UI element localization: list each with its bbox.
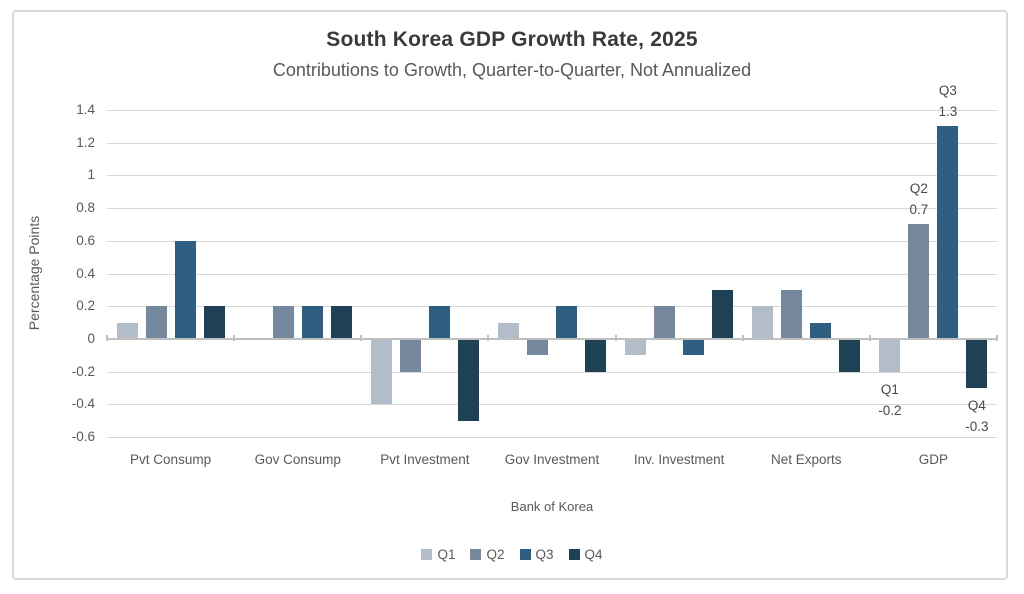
gridline xyxy=(107,110,997,111)
y-tick-label: 1 xyxy=(87,167,95,183)
legend-item-q1: Q1 xyxy=(421,547,455,562)
gridline xyxy=(107,175,997,177)
category-label: Pvt Investment xyxy=(380,452,470,467)
legend-swatch-q4-icon xyxy=(568,549,580,560)
gridline xyxy=(107,306,997,308)
bar-q4-2 xyxy=(457,338,479,421)
x-axis-tick xyxy=(996,334,998,341)
plot-area: Q1 -0.2 Q2 0.7 Q3 1.3 Q4 -0.3 xyxy=(106,83,998,438)
bar-q3-2 xyxy=(428,306,450,339)
gridline xyxy=(107,240,997,242)
x-axis-tick xyxy=(868,334,871,341)
gridline xyxy=(107,208,997,210)
bar-q4-5 xyxy=(839,338,861,372)
bar-q2-2 xyxy=(399,338,421,372)
bar-q4-1 xyxy=(330,306,352,339)
gridline xyxy=(107,142,997,144)
legend-swatch-q1-icon xyxy=(421,549,433,560)
x-axis-line xyxy=(107,337,997,340)
category-label: Pvt Consump xyxy=(130,452,212,467)
chart-subtitle: Contributions to Growth, Quarter-to-Quar… xyxy=(272,60,752,80)
data-label-q2: Q2 0.7 xyxy=(909,181,929,218)
legend: Q1 Q2 Q3 Q4 xyxy=(0,547,1024,562)
x-axis-title: Bank of Korea xyxy=(510,499,594,514)
category-label: GDP xyxy=(918,452,949,467)
bar-q2-0 xyxy=(145,306,167,339)
x-axis-tick xyxy=(233,334,236,341)
data-label-q1: Q1 -0.2 xyxy=(878,381,902,418)
category-label: Inv. Investment xyxy=(633,452,725,467)
bar-q2-3 xyxy=(527,338,548,356)
y-tick-label: 1.2 xyxy=(76,134,95,150)
chart-title: South Korea GDP Growth Rate, 2025 xyxy=(326,28,698,51)
y-tick-label: 0.4 xyxy=(76,265,95,281)
bar-q3-1 xyxy=(301,306,323,339)
bar-q1-2 xyxy=(370,338,392,405)
x-axis-tick xyxy=(614,334,617,341)
legend-item-q2: Q2 xyxy=(470,547,505,562)
bar-q2-4 xyxy=(654,306,676,339)
legend-label: Q3 xyxy=(535,547,554,562)
category-label: Gov Investment xyxy=(504,452,600,467)
bar-q3-5 xyxy=(810,322,832,339)
bar-q2-6 xyxy=(908,224,930,339)
x-axis-tick xyxy=(741,334,744,341)
bar-q3-6 xyxy=(937,126,959,339)
bar-q3-0 xyxy=(174,240,196,339)
y-tick-label: -0.6 xyxy=(71,429,95,444)
legend-swatch-q3-icon xyxy=(519,549,531,560)
gridline xyxy=(107,404,997,406)
bar-q3-3 xyxy=(556,306,577,339)
bar-q3-4 xyxy=(683,338,705,356)
y-tick-label: 0.2 xyxy=(76,298,95,314)
x-axis-tick xyxy=(487,334,490,341)
legend-label: Q4 xyxy=(584,547,603,562)
x-axis-tick xyxy=(360,334,363,341)
legend-label: Q1 xyxy=(437,547,456,562)
category-label: Gov Consump xyxy=(254,452,341,467)
bar-q4-4 xyxy=(712,289,734,339)
legend-item-q3: Q3 xyxy=(519,547,554,562)
data-label-q3: Q3 1.3 xyxy=(938,83,958,120)
bar-q2-1 xyxy=(272,306,294,339)
bar-q1-3 xyxy=(498,322,519,339)
gridline xyxy=(107,371,997,373)
bar-q1-0 xyxy=(116,322,138,339)
y-tick-label: 0 xyxy=(87,330,95,346)
category-label: Net Exports xyxy=(771,452,842,467)
gridline xyxy=(107,437,997,438)
x-axis-tick xyxy=(106,334,108,341)
bar-q4-6 xyxy=(966,338,988,388)
y-tick-label: 1.4 xyxy=(76,102,95,117)
data-label-q4: Q4 -0.3 xyxy=(965,397,989,434)
bar-q4-3 xyxy=(585,338,606,372)
bar-q1-5 xyxy=(752,306,774,339)
y-tick-label: -0.4 xyxy=(71,396,95,412)
gridline xyxy=(107,273,997,275)
bar-q2-5 xyxy=(781,289,803,339)
legend-label: Q2 xyxy=(486,547,505,562)
y-tick-label: -0.2 xyxy=(71,363,95,379)
y-axis-title: Percentage Points xyxy=(26,215,42,331)
y-tick-label: 0.6 xyxy=(76,232,95,248)
bar-q1-4 xyxy=(625,338,647,356)
y-tick-label: 0.8 xyxy=(76,200,95,216)
bar-q1-6 xyxy=(879,338,901,372)
legend-swatch-q2-icon xyxy=(470,549,482,560)
legend-item-q4: Q4 xyxy=(568,547,603,562)
bar-q4-0 xyxy=(203,306,225,339)
